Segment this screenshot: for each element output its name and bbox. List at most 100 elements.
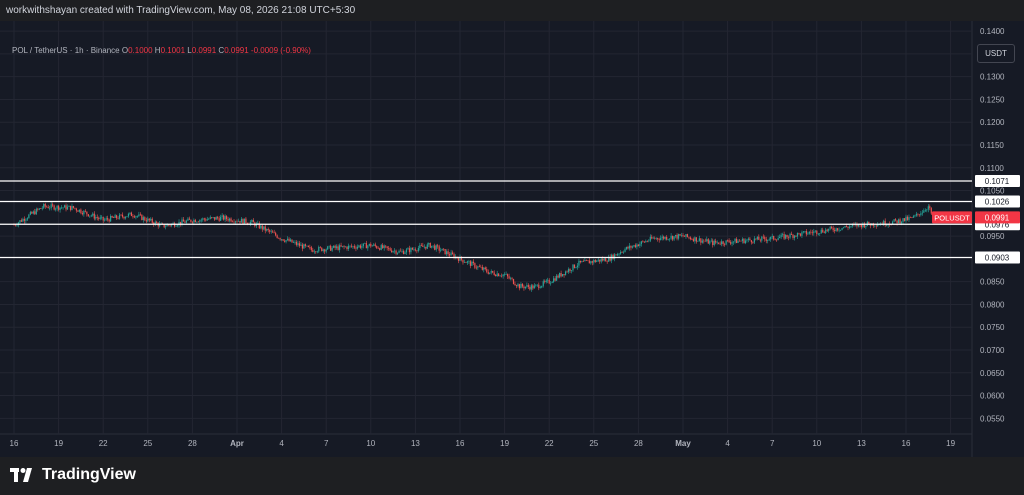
candle-body: [398, 250, 400, 253]
candle-body: [382, 245, 384, 249]
candle-body: [393, 250, 396, 252]
candle-body: [303, 244, 305, 249]
candle-body: [596, 260, 598, 262]
candle-body: [918, 214, 920, 216]
candle-body: [899, 219, 901, 224]
candle-body: [242, 218, 244, 224]
candle-body: [682, 235, 684, 237]
candle-body: [101, 216, 103, 218]
candle-body: [921, 212, 923, 214]
candle-body: [432, 245, 434, 247]
candle-body: [399, 250, 402, 252]
candle-body: [712, 240, 714, 246]
candle-body: [679, 234, 681, 236]
candle-body: [869, 224, 871, 226]
candle-body: [508, 276, 510, 279]
y-tick-label: 0.0700: [980, 346, 1005, 355]
candle-body: [356, 246, 359, 249]
candle-body: [179, 221, 182, 225]
candle-body: [151, 218, 153, 223]
candle-body: [557, 275, 559, 278]
candle-body: [505, 274, 507, 275]
candle-body: [197, 221, 199, 223]
candle-body: [68, 205, 70, 207]
candle-body: [755, 238, 757, 240]
candle-body: [364, 243, 366, 244]
candle-body: [358, 245, 360, 247]
candle-body: [239, 220, 241, 223]
candle-body: [312, 249, 314, 252]
candle-body: [193, 219, 195, 223]
candle-body: [636, 244, 638, 248]
candle-body: [915, 213, 918, 216]
candle-body: [123, 216, 125, 219]
candle-body: [263, 226, 265, 230]
y-tick-label: 0.0850: [980, 278, 1005, 287]
candle-body: [395, 250, 397, 254]
candle-body: [504, 274, 506, 275]
candle-body: [166, 224, 168, 227]
candle-body: [695, 237, 697, 242]
candle-body: [206, 219, 208, 221]
candle-body: [839, 229, 842, 231]
candle-body: [324, 249, 326, 252]
candle-body: [845, 226, 848, 227]
candle-body: [396, 252, 399, 254]
candle-body: [139, 214, 141, 216]
brand-name: TradingView: [42, 466, 136, 483]
price-chart[interactable]: 0.14000.13500.13000.12500.12000.11500.11…: [0, 21, 1024, 457]
candle-body: [643, 241, 645, 243]
candle-body: [245, 218, 247, 224]
candle-body: [868, 221, 870, 225]
candle-body: [278, 237, 280, 239]
candle-body: [701, 240, 703, 243]
candle-body: [23, 218, 26, 221]
candle-body: [498, 273, 500, 277]
chart-frame[interactable]: 0.14000.13500.13000.12500.12000.11500.11…: [0, 21, 1024, 457]
candle-body: [120, 214, 122, 216]
candle-body: [336, 246, 338, 248]
candle-body: [567, 269, 570, 273]
currency-unit-button[interactable]: USDT: [977, 44, 1015, 63]
candle-body: [98, 217, 100, 219]
candle-body: [451, 252, 454, 255]
candle-body: [547, 279, 549, 281]
candle-body: [692, 239, 695, 242]
candle-body: [474, 263, 476, 268]
candle-body: [457, 258, 460, 261]
candle-body: [732, 241, 735, 243]
candle-body: [295, 241, 298, 245]
candle-body: [63, 205, 66, 208]
candle-body: [541, 285, 543, 288]
candle-body: [573, 264, 576, 268]
level-tag: [975, 174, 1020, 187]
candle-body: [187, 218, 189, 221]
candle-body: [110, 216, 112, 222]
last-price-label: 0.0991: [985, 213, 1010, 222]
candle-body: [49, 208, 51, 209]
candle-body: [105, 218, 107, 220]
candle-body: [576, 265, 579, 268]
candle-body: [20, 220, 23, 222]
candle-body: [486, 269, 488, 272]
x-tick-label: 22: [545, 439, 554, 448]
candle-body: [646, 241, 648, 242]
candle-body: [194, 219, 196, 223]
candle-body: [359, 245, 361, 248]
level-label: 0.1071: [985, 177, 1010, 186]
price-axis[interactable]: [972, 21, 1024, 457]
candle-body: [31, 212, 33, 214]
candle-body: [777, 238, 779, 241]
tradingview-logo[interactable]: TradingView: [10, 466, 136, 484]
candle-body: [718, 242, 720, 244]
candle-body: [741, 238, 744, 242]
candle-body: [46, 206, 48, 208]
candle-body: [471, 261, 473, 266]
candle-body: [74, 207, 76, 209]
candle-body: [22, 218, 24, 222]
candle-body: [669, 238, 671, 240]
candle-body: [920, 213, 922, 216]
candle-body: [90, 215, 92, 217]
candle-body: [900, 221, 903, 224]
y-tick-label: 0.0950: [980, 232, 1005, 241]
